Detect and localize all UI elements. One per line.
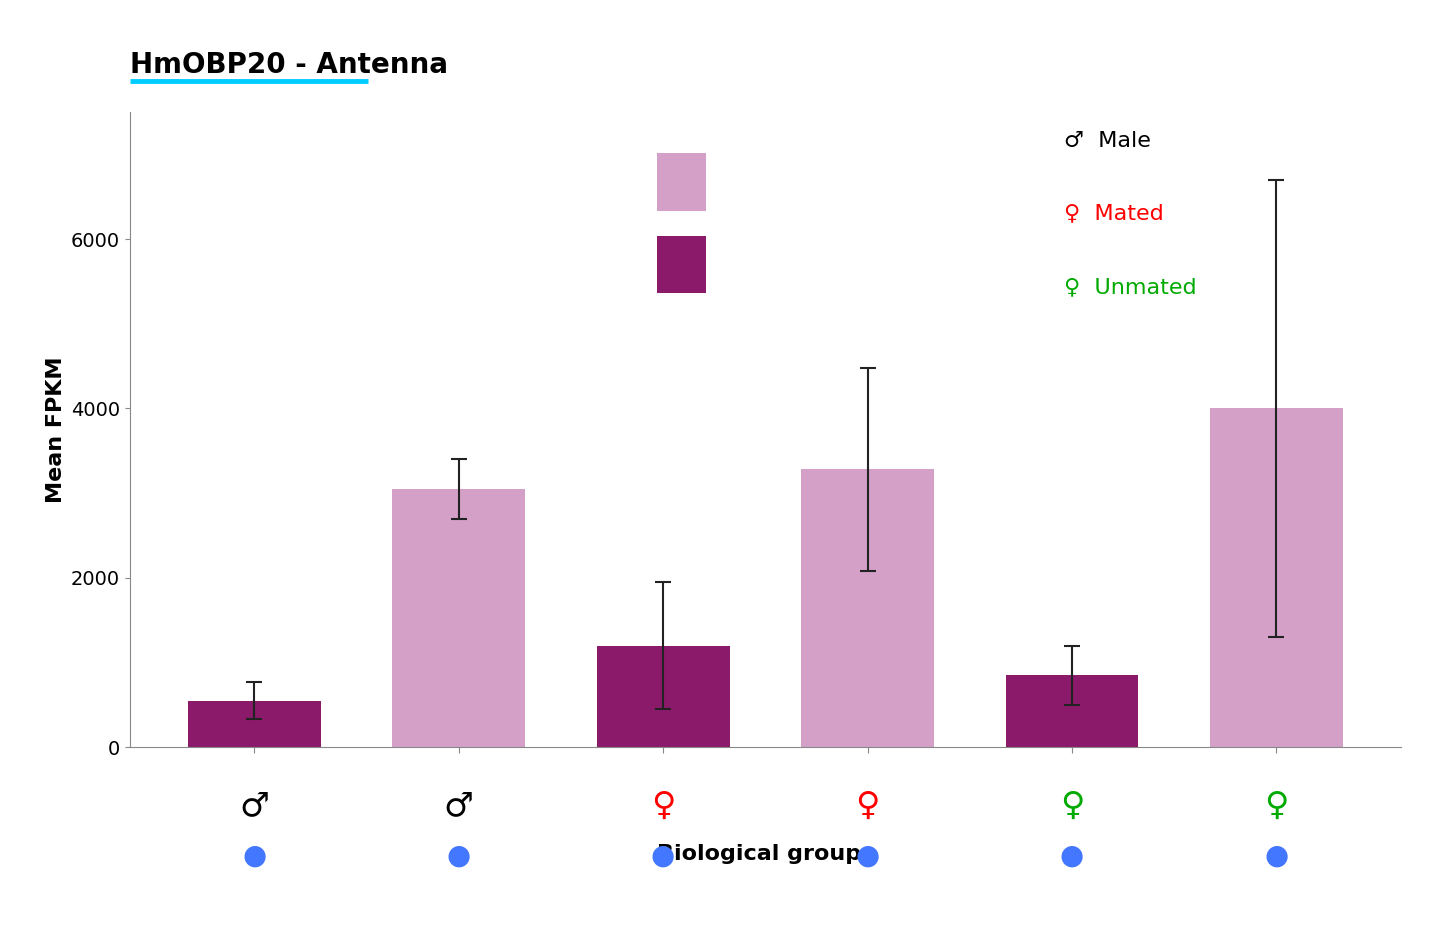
Text: HmOBP20 - Antenna: HmOBP20 - Antenna (130, 51, 448, 79)
Text: ●: ● (446, 842, 471, 870)
Text: ●: ● (1265, 842, 1288, 870)
Bar (657, 153, 706, 210)
Y-axis label: Mean FPKM: Mean FPKM (46, 357, 65, 502)
Bar (596, 645, 729, 747)
Text: ●: ● (855, 842, 879, 870)
Bar (188, 700, 321, 747)
X-axis label: Biological groups: Biological groups (657, 843, 874, 864)
Text: ♀: ♀ (855, 789, 879, 822)
Bar (657, 236, 706, 293)
Bar (1005, 675, 1138, 747)
Bar (393, 488, 526, 747)
Text: ♂: ♂ (240, 789, 269, 822)
Text: ♂: ♂ (443, 789, 474, 822)
Text: ●: ● (243, 842, 266, 870)
Text: ●: ● (651, 842, 676, 870)
Text: ♀: ♀ (1264, 789, 1288, 822)
Text: ♀: ♀ (1060, 789, 1084, 822)
Text: ♀  Mated: ♀ Mated (1064, 204, 1164, 224)
Text: ●: ● (1060, 842, 1084, 870)
Bar (801, 470, 934, 747)
Bar (1210, 408, 1343, 747)
Text: ♂  Male: ♂ Male (1064, 131, 1151, 150)
Text: ♀  Unmated: ♀ Unmated (1064, 276, 1197, 297)
Text: ♀: ♀ (651, 789, 676, 822)
